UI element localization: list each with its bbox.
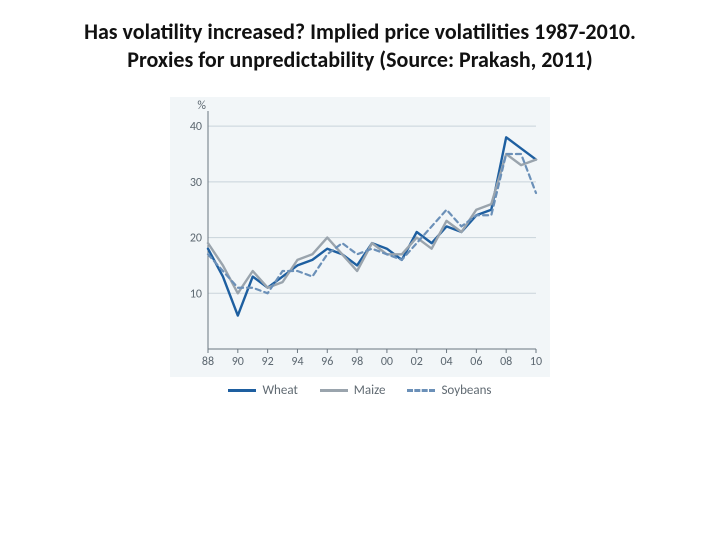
ytick-label: 30 — [190, 176, 202, 190]
series-soybeans — [208, 154, 536, 293]
chart-legend: Wheat Maize Soybeans — [228, 383, 491, 398]
title-line-2: Proxies for unpredictability (Source: Pr… — [127, 46, 592, 73]
xtick-label: 10 — [530, 355, 542, 369]
xtick-label: 88 — [202, 355, 214, 369]
xtick-label: 02 — [411, 355, 423, 369]
xtick-label: 04 — [440, 355, 452, 369]
ytick-label: 20 — [190, 232, 202, 246]
legend-swatch — [407, 389, 435, 392]
ytick-label: 10 — [190, 287, 202, 301]
legend-label: Maize — [354, 383, 386, 398]
xtick-label: 98 — [351, 355, 363, 369]
xtick-label: 08 — [500, 355, 512, 369]
volatility-line-chart: % 10 20 30 40 88 90 92 94 96 98 00 02 04 06 08 10 — [170, 97, 550, 377]
legend-item-wheat: Wheat — [228, 383, 297, 398]
legend-swatch — [320, 389, 348, 392]
title-line-1: Has volatility increased? Implied price … — [84, 18, 636, 45]
legend-item-maize: Maize — [320, 383, 386, 398]
legend-label: Wheat — [262, 383, 297, 398]
slide-title: Has volatility increased? Implied price … — [28, 18, 692, 73]
ytick-label: 40 — [190, 120, 202, 134]
chart-container: % 10 20 30 40 88 90 92 94 96 98 00 02 04 06 08 10 Wheat M… — [150, 97, 570, 398]
xtick-label: 94 — [291, 355, 303, 369]
legend-swatch — [228, 389, 256, 392]
y-unit-label: % — [197, 99, 206, 113]
legend-label: Soybeans — [441, 383, 491, 398]
legend-item-soybeans: Soybeans — [407, 383, 491, 398]
slide: Has volatility increased? Implied price … — [0, 0, 720, 540]
xtick-label: 92 — [262, 355, 274, 369]
xtick-label: 90 — [232, 355, 244, 369]
xtick-label: 96 — [321, 355, 333, 369]
xtick-label: 06 — [470, 355, 482, 369]
series-maize — [208, 154, 536, 293]
xtick-label: 00 — [381, 355, 393, 369]
